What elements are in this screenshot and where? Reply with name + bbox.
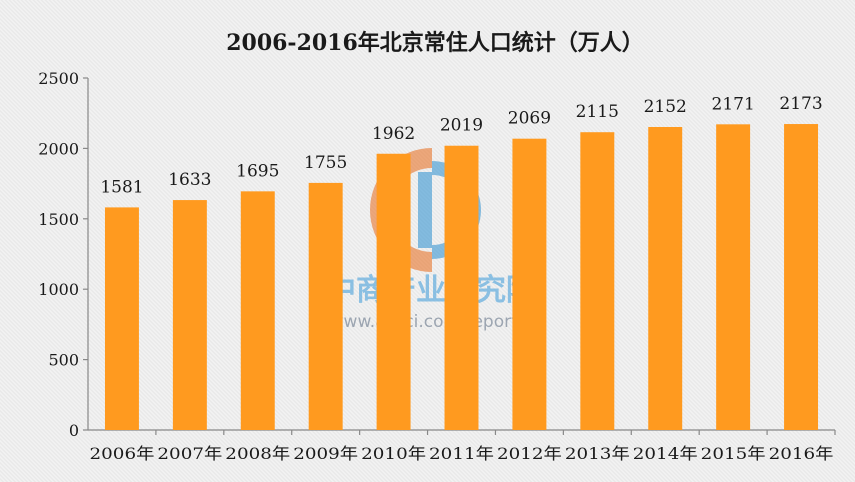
x-tick-label: 2013年	[565, 444, 630, 463]
data-label-7: 2115	[576, 102, 619, 122]
bar-series	[104, 124, 819, 431]
x-tick-label: 2016年	[769, 444, 834, 463]
x-tick-label: 2008年	[225, 444, 290, 463]
data-label-2: 1695	[236, 161, 279, 181]
watermark: 中商产业研究院 www.askci.com/reports/	[326, 148, 536, 332]
bar-3	[308, 182, 343, 430]
data-label-3: 1755	[304, 153, 347, 173]
x-tick-label: 2009年	[293, 444, 358, 463]
y-axis: 0 500 1000 1500 2000 2500	[38, 69, 89, 440]
y-tick-label: 1500	[38, 210, 79, 229]
x-tick-label: 2010年	[361, 444, 426, 463]
x-tick-label: 2015年	[701, 444, 766, 463]
bar-1	[172, 200, 207, 430]
watermark-name: 中商产业研究院	[326, 273, 536, 308]
bar-0	[104, 207, 139, 430]
watermark-url: www.askci.com/reports/	[330, 312, 533, 332]
bar-7	[580, 132, 615, 430]
data-label-6: 2069	[508, 109, 551, 129]
data-label-0: 1581	[100, 177, 143, 197]
y-tick-label: 0	[69, 421, 79, 440]
y-tick-label: 500	[48, 351, 79, 370]
data-label-8: 2152	[644, 97, 687, 117]
bar-8	[648, 126, 683, 430]
bar-6	[512, 138, 547, 430]
data-label-1: 1633	[168, 170, 211, 190]
x-tick-label: 2012年	[497, 444, 562, 463]
bar-10	[784, 124, 819, 431]
data-labels: 1581 1633 1695 1755 1962 2019 2069 2115 2152 2171…	[100, 94, 822, 197]
x-tick-label: 2014年	[633, 444, 698, 463]
data-label-10: 2173	[779, 94, 822, 114]
bar-5	[444, 145, 479, 430]
chart-title: 2006-2016年北京常住人口统计（万人）	[226, 30, 644, 56]
bar-4	[376, 153, 411, 430]
data-label-4: 1962	[372, 124, 415, 144]
x-tick-label: 2007年	[157, 444, 222, 463]
data-label-5: 2019	[440, 116, 483, 136]
x-tick-label: 2006年	[90, 444, 155, 463]
x-tick-label: 2011年	[429, 444, 494, 463]
bar-9	[716, 124, 751, 431]
y-tick-label: 2000	[38, 139, 79, 158]
y-tick-label: 2500	[38, 69, 79, 88]
bar-2	[240, 191, 275, 430]
x-axis: 2006年 2007年 2008年 2009年 2010年 2011年 2012年 2013年…	[88, 429, 836, 463]
data-label-9: 2171	[712, 94, 755, 114]
y-tick-label: 1000	[38, 280, 79, 299]
